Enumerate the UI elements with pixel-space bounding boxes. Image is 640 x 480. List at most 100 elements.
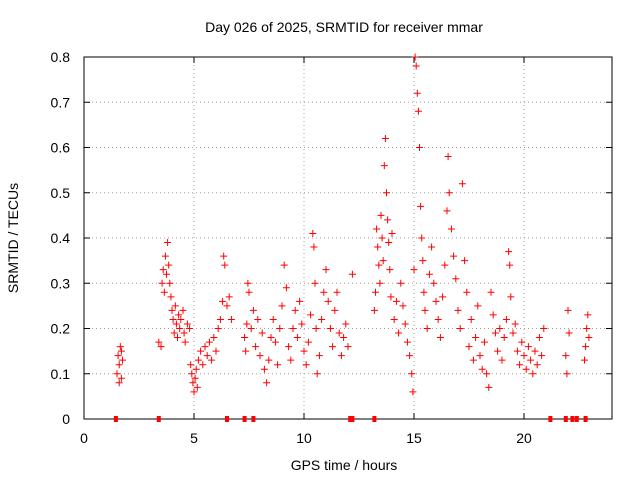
data-point-0-199 xyxy=(531,347,539,355)
data-point-0-14 xyxy=(163,270,170,278)
data-point-0-210 xyxy=(584,311,592,319)
data-point-0-43 xyxy=(201,343,209,351)
data-point-0-69 xyxy=(263,379,271,387)
data-point-0-31 xyxy=(183,320,191,328)
data-point-0-195 xyxy=(522,365,530,373)
data-point-0-71 xyxy=(267,334,275,342)
data-point-0-70 xyxy=(265,356,273,364)
data-point-0-16 xyxy=(165,261,173,269)
data-point-0-158 xyxy=(444,153,452,161)
data-point-0-27 xyxy=(177,315,185,323)
data-point-0-56 xyxy=(227,315,235,323)
data-point-0-36 xyxy=(190,388,198,396)
x-axis-label: GPS time / hours xyxy=(291,457,398,473)
y-tick-label-1: 0.1 xyxy=(51,366,71,382)
data-point-0-62 xyxy=(247,325,255,332)
data-point-0-93 xyxy=(312,325,320,332)
data-point-0-63 xyxy=(249,306,257,314)
data-point-0-88 xyxy=(304,338,312,346)
grid-lines xyxy=(84,57,612,419)
data-point-0-100 xyxy=(326,325,334,332)
data-point-0-92 xyxy=(311,279,319,287)
zero-marker-5 xyxy=(348,416,353,422)
data-point-0-154 xyxy=(436,334,444,342)
data-point-0-208 xyxy=(582,343,590,351)
data-point-0-22 xyxy=(171,302,179,310)
zero-marker-10 xyxy=(570,416,575,422)
zero-marker-4 xyxy=(251,416,256,422)
data-point-0-171 xyxy=(472,334,480,342)
data-point-0-139 xyxy=(412,62,420,70)
data-point-0-155 xyxy=(439,293,447,301)
data-point-0-46 xyxy=(208,356,216,364)
data-point-0-85 xyxy=(298,320,306,328)
data-point-0-3 xyxy=(116,343,124,351)
data-point-0-165 xyxy=(458,180,466,188)
data-point-0-61 xyxy=(245,288,253,296)
data-point-0-186 xyxy=(505,248,513,256)
data-point-0-148 xyxy=(423,325,431,332)
zero-marker-11 xyxy=(574,416,579,422)
data-point-0-181 xyxy=(494,347,502,355)
data-point-0-185 xyxy=(502,315,510,323)
x-tick-label-2: 10 xyxy=(296,430,312,446)
data-point-0-20 xyxy=(169,315,177,323)
data-point-0-21 xyxy=(170,329,178,337)
data-point-0-179 xyxy=(489,311,497,319)
data-point-0-2 xyxy=(115,361,123,369)
data-point-0-109 xyxy=(348,270,356,278)
data-point-0-72 xyxy=(269,315,277,323)
data-point-0-149 xyxy=(425,270,433,278)
data-point-0-130 xyxy=(397,279,405,287)
data-point-0-168 xyxy=(465,343,473,351)
data-point-0-123 xyxy=(385,239,393,247)
data-point-0-119 xyxy=(380,162,388,170)
y-tick-label-4: 0.4 xyxy=(51,230,71,246)
data-point-0-206 xyxy=(564,306,572,314)
data-point-0-103 xyxy=(333,288,341,296)
data-point-0-11 xyxy=(159,266,167,274)
data-point-0-197 xyxy=(527,356,535,364)
data-point-0-25 xyxy=(175,311,183,319)
data-point-0-140 xyxy=(413,89,421,97)
data-point-0-152 xyxy=(432,297,440,305)
data-point-0-13 xyxy=(161,252,169,260)
chart-title: Day 026 of 2025, SRMTID for receiver mma… xyxy=(205,19,483,35)
x-tick-label-3: 15 xyxy=(406,430,422,446)
data-point-0-51 xyxy=(219,297,227,305)
data-point-0-176 xyxy=(483,370,491,378)
data-point-0-30 xyxy=(181,338,189,346)
data-point-0-113 xyxy=(374,243,382,251)
y-tick-label-8: 0.8 xyxy=(51,49,71,65)
data-point-0-79 xyxy=(285,343,293,351)
data-point-0-141 xyxy=(414,107,422,115)
data-point-0-65 xyxy=(254,315,262,323)
data-point-0-138 xyxy=(411,53,419,61)
zero-marker-0 xyxy=(113,416,118,422)
data-point-0-48 xyxy=(212,347,220,355)
y-tick-label-6: 0.6 xyxy=(51,140,71,156)
data-point-0-161 xyxy=(450,252,458,260)
data-point-0-86 xyxy=(300,347,308,355)
y-tick-label-7: 0.7 xyxy=(51,94,71,110)
data-point-0-126 xyxy=(388,229,396,237)
data-point-0-146 xyxy=(420,288,428,296)
data-point-0-205 xyxy=(563,370,571,378)
data-point-0-175 xyxy=(480,338,488,346)
data-point-0-202 xyxy=(538,352,546,360)
data-point-0-17 xyxy=(166,279,174,287)
data-point-0-44 xyxy=(203,352,211,360)
data-point-0-170 xyxy=(469,356,477,364)
data-point-0-135 xyxy=(408,370,416,378)
y-tick-label-0: 0 xyxy=(62,411,70,427)
data-point-0-132 xyxy=(401,320,409,328)
data-point-0-7 xyxy=(117,347,125,355)
data-point-0-184 xyxy=(500,334,508,342)
data-point-0-167 xyxy=(463,288,471,296)
data-point-0-203 xyxy=(540,325,548,332)
data-point-0-83 xyxy=(293,334,301,342)
data-point-0-163 xyxy=(454,306,462,314)
data-point-0-77 xyxy=(280,261,288,269)
data-point-0-50 xyxy=(216,315,224,323)
data-point-0-137 xyxy=(410,266,418,274)
